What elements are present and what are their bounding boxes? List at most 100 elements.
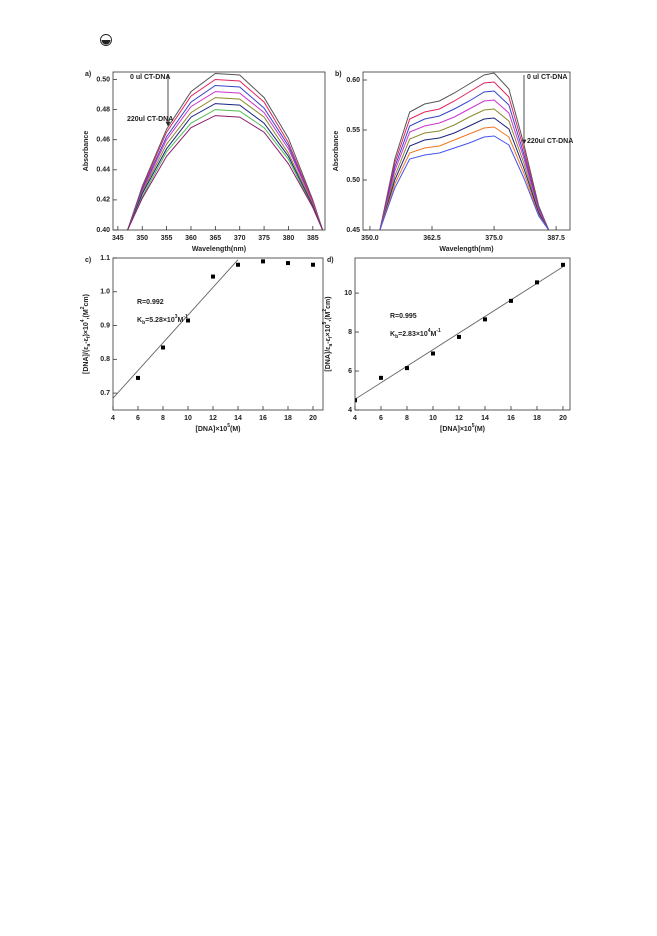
x-tick-label: 16 bbox=[507, 415, 515, 422]
x-tick-label: 380 bbox=[283, 235, 295, 242]
y-tick-label: 10 bbox=[344, 290, 352, 297]
y-tick-label: 0.7 bbox=[100, 390, 110, 397]
plot-frame bbox=[112, 71, 326, 231]
y-axis-label: Absorbance bbox=[333, 131, 340, 172]
y-axis-label: [DNA]/(εa-εf)×104,(M2cm) bbox=[80, 294, 92, 374]
spectrum-line bbox=[127, 103, 324, 230]
x-tick-label: 14 bbox=[234, 415, 242, 422]
annotation: R=0.992 bbox=[137, 299, 164, 306]
x-tick-label: 20 bbox=[309, 415, 317, 422]
spectrum-line bbox=[127, 115, 324, 230]
label-part: )×10 bbox=[83, 322, 90, 336]
x-tick-label: 375.0 bbox=[485, 235, 503, 242]
data-point bbox=[508, 298, 513, 303]
y-tick-label: 0.45 bbox=[346, 227, 360, 234]
y-tick-label: 8 bbox=[348, 329, 352, 336]
label-part: 4 bbox=[80, 319, 86, 322]
spectrum-line bbox=[127, 109, 324, 230]
x-tick-label: 345 bbox=[112, 235, 124, 242]
fit-line bbox=[113, 259, 239, 399]
y-tick-label: 0.60 bbox=[346, 77, 360, 84]
panel-label: a) bbox=[85, 71, 91, 78]
spectrum-line bbox=[379, 108, 550, 230]
x-tick-label: 362.5 bbox=[423, 235, 441, 242]
x-tick-label: 8 bbox=[405, 415, 409, 422]
y-tick-label: 0.42 bbox=[96, 197, 110, 204]
label-part: 5 bbox=[472, 423, 475, 429]
label-part: -ε bbox=[83, 337, 90, 343]
y-tick-label: 6 bbox=[348, 368, 352, 375]
spectrum-line bbox=[379, 72, 550, 230]
x-tick-label: 10 bbox=[184, 415, 192, 422]
y-axis-label: [DNA]/εa-εf×105,(M2cm) bbox=[322, 296, 334, 371]
y-tick-label: 0.44 bbox=[96, 167, 110, 174]
label-part: ,(M bbox=[325, 311, 332, 321]
label-part: f bbox=[328, 336, 334, 338]
label-part: a bbox=[328, 344, 334, 347]
data-point bbox=[355, 398, 357, 403]
x-tick-label: 8 bbox=[161, 415, 165, 422]
label-part: b bbox=[142, 320, 145, 326]
y-tick-label: 0.8 bbox=[100, 356, 110, 363]
annotation: 0 ul CT-DNA bbox=[130, 74, 170, 81]
chart: c) 4 6 8 10 12 14 16 18 20 0.7 0.8 0.9 1.0 1.1 [DNA]×10… bbox=[80, 255, 324, 433]
spectrum-line bbox=[127, 78, 324, 230]
label-part: K bbox=[137, 317, 142, 324]
y-tick-label: 1.0 bbox=[100, 289, 110, 296]
label-part: ,(M bbox=[83, 309, 90, 319]
x-tick-label: 10 bbox=[429, 415, 437, 422]
label-part: -ε bbox=[325, 337, 332, 343]
y-tick-label: 4 bbox=[348, 407, 352, 414]
label-part: M bbox=[178, 317, 184, 324]
fit-line bbox=[355, 266, 564, 400]
x-tick-label: 365 bbox=[210, 235, 222, 242]
panel-label: d) bbox=[327, 257, 334, 264]
x-tick-label: 385 bbox=[307, 235, 319, 242]
x-tick-label: 16 bbox=[259, 415, 267, 422]
x-axis-label: [DNA]×105(M) bbox=[440, 423, 485, 433]
chart: b) 350.0 362.5 375.0 387.5 0.45 0.50 0.55 0.60 Wa… bbox=[333, 71, 573, 253]
label-part: 5 bbox=[322, 322, 328, 325]
x-axis-label: Wavelength(nm) bbox=[439, 246, 493, 253]
data-point bbox=[261, 259, 265, 264]
spectrum-line bbox=[379, 99, 550, 230]
x-tick-label: 350.0 bbox=[361, 235, 379, 242]
data-point bbox=[211, 274, 215, 279]
plot-area bbox=[113, 259, 315, 399]
plot-frame bbox=[362, 71, 571, 231]
y-tick-label: 0.55 bbox=[346, 127, 360, 134]
data-point bbox=[534, 280, 539, 285]
x-tick-label: 370 bbox=[234, 235, 246, 242]
y-tick-label: 0.48 bbox=[96, 106, 110, 113]
panel-label: b) bbox=[335, 71, 342, 78]
label-part: -1 bbox=[436, 328, 441, 334]
label-part: cm) bbox=[325, 296, 332, 308]
label-part: b bbox=[395, 334, 398, 340]
data-point bbox=[430, 351, 435, 356]
x-tick-label: 355 bbox=[161, 235, 173, 242]
spectrum-line bbox=[127, 84, 324, 230]
spectrum-line bbox=[379, 135, 550, 230]
x-tick-label: 12 bbox=[209, 415, 217, 422]
spectrum-line bbox=[379, 81, 550, 230]
x-tick-label: 350 bbox=[136, 235, 148, 242]
x-axis-label: [DNA]×105(M) bbox=[196, 423, 241, 433]
data-point bbox=[560, 262, 565, 267]
data-point bbox=[236, 262, 240, 267]
x-tick-label: 18 bbox=[533, 415, 541, 422]
x-tick-label: 12 bbox=[455, 415, 463, 422]
x-tick-label: 375 bbox=[258, 235, 270, 242]
label-part: 4 bbox=[428, 328, 431, 334]
y-axis-label: Absorbance bbox=[83, 131, 90, 172]
logo-icon bbox=[100, 34, 112, 46]
label-part: R=0.992 bbox=[137, 299, 164, 306]
panel-label: c) bbox=[85, 257, 91, 264]
label-part: M bbox=[431, 331, 437, 338]
x-tick-label: 387.5 bbox=[547, 235, 565, 242]
label-part: R=0.995 bbox=[390, 313, 417, 320]
plot-area bbox=[379, 72, 550, 230]
x-tick-label: 20 bbox=[559, 415, 567, 422]
x-tick-label: 360 bbox=[185, 235, 197, 242]
data-point bbox=[161, 345, 165, 350]
